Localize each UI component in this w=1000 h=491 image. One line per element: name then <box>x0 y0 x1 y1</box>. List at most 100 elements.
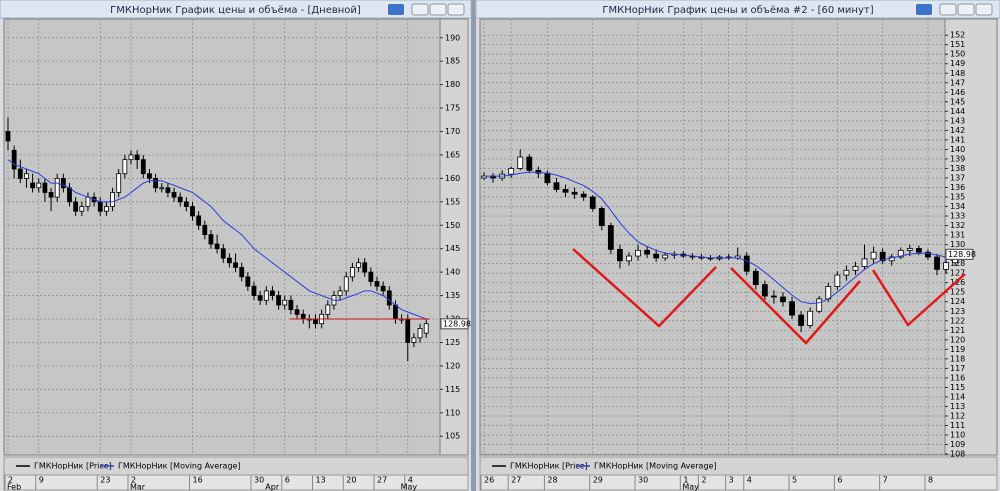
candle-body <box>11 149 17 170</box>
x-tick-label: 7 <box>883 476 888 485</box>
maximize-button[interactable] <box>957 3 975 16</box>
y-tick-label: 170 <box>445 127 460 136</box>
candle-body <box>598 208 605 226</box>
candle-body <box>110 192 115 207</box>
candle-body <box>313 318 318 325</box>
window-title: ГМКНорНик График цены и объёма #2 - [60 … <box>602 5 873 16</box>
x-tick-label: 6 <box>285 476 290 485</box>
candle-body <box>171 192 177 198</box>
y-tick-label: 127 <box>950 269 965 278</box>
date-axis <box>3 474 469 491</box>
x-tick-label: 27 <box>511 476 521 485</box>
minimize-button[interactable] <box>939 3 957 16</box>
candle-body <box>97 201 103 212</box>
candle-body <box>789 301 795 316</box>
y-tick-label: 152 <box>950 31 965 40</box>
candle-body <box>42 182 48 193</box>
candle-body <box>380 285 386 292</box>
candle-body <box>294 309 300 315</box>
candle-body <box>134 154 140 161</box>
y-tick-label: 118 <box>950 354 965 363</box>
y-tick-label: 180 <box>445 80 460 89</box>
x-tick-label: 28 <box>547 476 557 485</box>
y-tick-label: 128 <box>950 259 965 268</box>
candle-body <box>208 234 214 245</box>
candle-body <box>653 253 660 259</box>
y-tick-label: 117 <box>950 364 965 373</box>
x-tick-label: 26 <box>484 476 494 485</box>
price-axis <box>439 18 469 456</box>
y-tick-label: 147 <box>950 78 965 87</box>
candle-body <box>798 314 804 326</box>
y-tick-label: 155 <box>445 197 460 206</box>
candle-body <box>220 248 226 259</box>
candle-body <box>906 248 913 251</box>
y-tick-label: 110 <box>445 408 460 417</box>
legend-label: ГМКНорНик [Moving Average] <box>118 462 241 471</box>
candle-body <box>934 256 940 270</box>
candle-body <box>159 187 165 190</box>
y-tick-label: 115 <box>445 385 460 394</box>
y-tick-label: 122 <box>950 316 965 325</box>
candle-body <box>17 168 23 179</box>
candle-body <box>526 156 533 171</box>
pin-button[interactable] <box>916 4 932 15</box>
x-tick-label: 20 <box>346 476 356 485</box>
y-tick-label: 148 <box>950 69 965 78</box>
y-tick-label: 175 <box>445 104 460 113</box>
maximize-button[interactable] <box>429 3 447 16</box>
candle-body <box>251 285 257 297</box>
candle-body <box>79 206 85 212</box>
close-button[interactable] <box>447 3 465 16</box>
pin-button[interactable] <box>388 4 404 15</box>
candle-body <box>270 290 275 297</box>
y-tick-label: 108 <box>950 450 965 459</box>
candle-body <box>374 281 380 287</box>
y-tick-label: 141 <box>950 135 965 144</box>
candle-body <box>925 251 931 258</box>
annotation-line <box>871 269 966 327</box>
x-tick-label: 23 <box>100 476 110 485</box>
y-tick-label: 139 <box>950 154 965 163</box>
candle-body <box>368 271 374 282</box>
candle-body <box>834 274 841 287</box>
candle-body <box>915 248 922 253</box>
y-tick-label: 110 <box>950 431 965 440</box>
candle-body <box>48 192 54 198</box>
close-button[interactable] <box>975 3 993 16</box>
candle-body <box>771 295 777 298</box>
y-tick-label: 115 <box>950 383 965 392</box>
y-tick-label: 133 <box>950 212 965 221</box>
x-tick-label: 2 <box>701 476 706 485</box>
candle-body <box>417 328 423 339</box>
candle-body <box>607 225 614 250</box>
x-tick-label: 9 <box>39 476 44 485</box>
candle-body <box>423 323 429 334</box>
y-tick-label: 125 <box>445 338 460 347</box>
y-tick-label: 121 <box>950 326 965 335</box>
candle-body <box>816 298 823 312</box>
title-bar <box>0 0 472 19</box>
minimize-button[interactable] <box>411 3 429 16</box>
candle-body <box>73 201 79 212</box>
y-tick-label: 136 <box>950 183 965 192</box>
candle-body <box>393 304 398 320</box>
last-price-box <box>945 248 974 260</box>
y-tick-label: 124 <box>950 297 965 306</box>
month-label: Feb <box>7 483 21 491</box>
candle-body <box>177 196 183 203</box>
candle-body <box>517 156 524 169</box>
candle-body <box>852 266 859 271</box>
month-label: May <box>682 483 699 491</box>
y-tick-label: 112 <box>950 411 965 420</box>
x-tick-label: 2 <box>8 476 13 485</box>
candle-body <box>535 169 542 174</box>
candle-body <box>870 251 877 260</box>
x-tick-label: 1 <box>683 476 688 485</box>
y-tick-label: 140 <box>950 145 965 154</box>
x-tick-label: 27 <box>377 476 387 485</box>
candle-body <box>263 290 269 301</box>
candle-body <box>140 159 146 175</box>
candle-body <box>165 187 171 193</box>
